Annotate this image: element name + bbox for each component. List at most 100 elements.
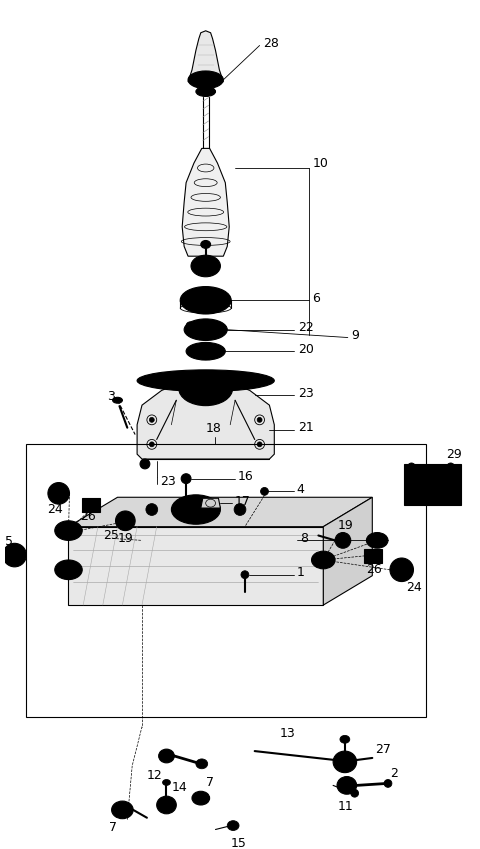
Circle shape (261, 487, 268, 495)
Text: 18: 18 (206, 422, 222, 436)
Ellipse shape (3, 543, 26, 567)
Ellipse shape (395, 563, 408, 576)
Circle shape (140, 459, 150, 469)
Polygon shape (69, 526, 324, 605)
Circle shape (408, 492, 415, 500)
Ellipse shape (179, 500, 213, 520)
Ellipse shape (180, 287, 231, 314)
Ellipse shape (196, 794, 206, 802)
Ellipse shape (201, 240, 211, 249)
Ellipse shape (137, 370, 274, 391)
Text: 2: 2 (390, 767, 398, 780)
Text: 22: 22 (298, 321, 313, 335)
Text: 14: 14 (171, 781, 187, 794)
Text: 10: 10 (312, 156, 328, 170)
Circle shape (447, 463, 455, 471)
Text: 23: 23 (160, 475, 175, 488)
Ellipse shape (60, 564, 76, 576)
Ellipse shape (227, 821, 239, 830)
Polygon shape (69, 498, 372, 526)
Ellipse shape (117, 805, 128, 815)
Ellipse shape (65, 527, 72, 533)
Circle shape (447, 492, 455, 500)
Ellipse shape (316, 555, 330, 565)
Text: 26: 26 (366, 563, 382, 576)
Circle shape (257, 441, 262, 447)
Ellipse shape (390, 558, 413, 582)
Ellipse shape (372, 537, 383, 544)
Text: 7: 7 (108, 821, 117, 834)
Text: 3: 3 (107, 390, 115, 402)
Text: 5: 5 (5, 535, 13, 548)
Ellipse shape (179, 371, 233, 406)
Text: 27: 27 (375, 743, 391, 756)
Text: 1: 1 (297, 566, 305, 579)
Bar (404, 464, 460, 505)
Ellipse shape (60, 525, 76, 537)
Ellipse shape (112, 801, 133, 818)
Text: 28: 28 (264, 37, 279, 50)
Circle shape (146, 503, 157, 515)
Ellipse shape (197, 346, 215, 356)
Ellipse shape (192, 791, 210, 805)
Ellipse shape (162, 800, 171, 810)
Ellipse shape (191, 256, 220, 277)
Text: 9: 9 (352, 329, 360, 342)
Circle shape (241, 571, 249, 579)
Polygon shape (137, 380, 274, 459)
Text: 23: 23 (298, 387, 313, 400)
Ellipse shape (366, 532, 388, 548)
Text: 25: 25 (103, 529, 119, 542)
Ellipse shape (113, 397, 122, 403)
Ellipse shape (192, 323, 219, 336)
Ellipse shape (338, 756, 352, 767)
Circle shape (234, 503, 246, 515)
Ellipse shape (156, 796, 176, 814)
Circle shape (120, 516, 130, 526)
Text: 19: 19 (338, 520, 354, 532)
Ellipse shape (384, 779, 392, 787)
Ellipse shape (184, 319, 227, 340)
Circle shape (149, 441, 154, 447)
Text: 7: 7 (206, 776, 214, 789)
Text: 15: 15 (230, 837, 246, 849)
Bar (82, 498, 100, 512)
Ellipse shape (163, 779, 170, 785)
Text: 4: 4 (297, 483, 305, 496)
Ellipse shape (188, 71, 223, 88)
Ellipse shape (171, 495, 220, 524)
Polygon shape (324, 498, 372, 605)
Ellipse shape (337, 777, 357, 794)
Ellipse shape (312, 551, 335, 569)
Ellipse shape (48, 482, 70, 504)
Text: 17: 17 (235, 495, 251, 508)
Bar (26, 444, 426, 717)
Bar (409, 469, 455, 499)
Ellipse shape (196, 87, 216, 97)
Circle shape (116, 511, 135, 531)
Circle shape (257, 418, 262, 422)
Text: 13: 13 (279, 727, 295, 740)
Ellipse shape (186, 342, 225, 360)
Ellipse shape (340, 735, 350, 743)
Text: 24: 24 (407, 581, 422, 594)
Ellipse shape (55, 560, 82, 580)
Ellipse shape (196, 759, 208, 768)
Ellipse shape (187, 291, 224, 309)
Polygon shape (182, 149, 229, 256)
Text: 21: 21 (298, 421, 313, 434)
Circle shape (335, 532, 351, 548)
Bar (364, 549, 382, 563)
Ellipse shape (189, 378, 223, 399)
Ellipse shape (55, 520, 82, 541)
Text: 26: 26 (80, 510, 96, 523)
Ellipse shape (65, 567, 72, 573)
Ellipse shape (8, 548, 22, 562)
Polygon shape (188, 31, 223, 82)
Polygon shape (201, 498, 220, 508)
Circle shape (351, 790, 359, 797)
Circle shape (408, 463, 415, 471)
Text: 6: 6 (312, 292, 320, 305)
Text: 12: 12 (147, 769, 163, 782)
Circle shape (181, 474, 191, 484)
